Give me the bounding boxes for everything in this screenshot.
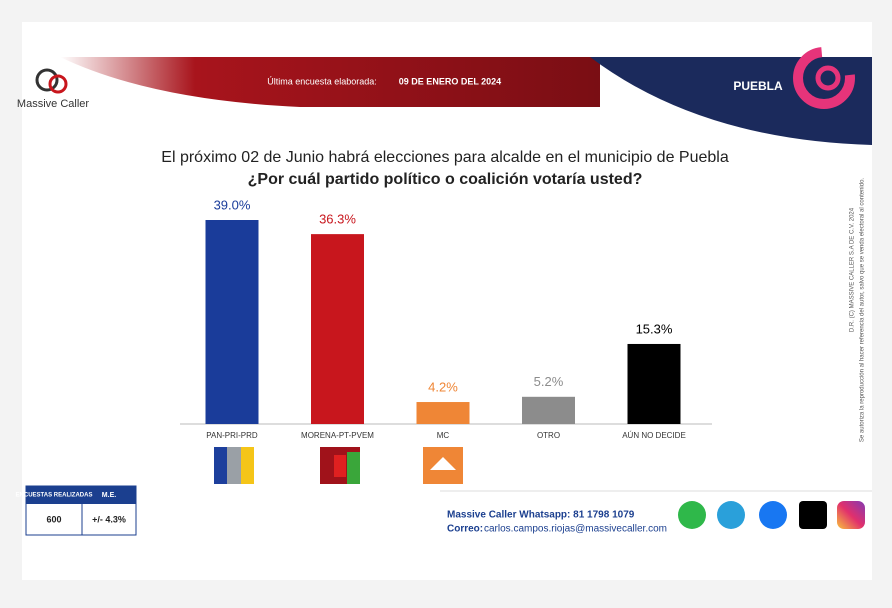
table-cell: 600: [46, 514, 61, 524]
region: PUEBLA: [733, 79, 783, 93]
party-logo: [214, 447, 254, 484]
x-tick-label: OTRO: [537, 431, 560, 440]
value-label: 39.0%: [214, 197, 251, 212]
bar: [205, 220, 259, 424]
value-label: 5.2%: [534, 374, 564, 389]
value-label: 36.3%: [319, 212, 356, 227]
telegram-icon[interactable]: [717, 501, 745, 529]
x-tick-label: PAN-PRI-PRD: [206, 431, 258, 440]
footer-email-label: Correo:: [447, 524, 483, 535]
party-logo: [423, 447, 463, 484]
legal-text: D.R. (C) MASSIVE CALLER S.A DE C.V. 2024: [850, 207, 856, 332]
bar: [311, 234, 364, 424]
x-tick-label: MORENA-PT-PVEM: [301, 431, 374, 440]
survey-label: Última encuesta elaborada:: [267, 76, 377, 86]
x-icon[interactable]: [799, 501, 827, 529]
stats-table: [25, 485, 137, 536]
party-logo: [320, 447, 360, 484]
bar: [627, 343, 681, 424]
chart-title: El próximo 02 de Junio habrá elecciones …: [161, 149, 729, 166]
bar: [416, 402, 470, 424]
value-label: 4.2%: [428, 379, 458, 394]
facebook-icon[interactable]: [759, 501, 787, 529]
survey-date: 09 DE ENERO DEL 2024: [399, 76, 501, 86]
chart-subtitle: ¿Por cuál partido político o coalición v…: [248, 171, 643, 188]
instagram-icon[interactable]: [837, 501, 865, 529]
footer-email: carlos.campos.riojas@massivecaller.com: [484, 524, 667, 535]
table-cell: +/- 4.3%: [92, 514, 126, 524]
legal-text: Se autoriza la reproducción al hacer ref…: [860, 178, 866, 442]
header-band: [60, 57, 600, 107]
x-tick-label: MC: [437, 431, 450, 440]
bar: [522, 396, 575, 424]
x-tick-label: AÚN NO DECIDE: [622, 431, 686, 440]
corner-logo: [793, 47, 855, 109]
brand-name: Massive Caller: [17, 98, 89, 110]
brand-logo: [35, 68, 68, 94]
value-label: 15.3%: [636, 321, 673, 336]
table-header: M.E.: [102, 492, 116, 499]
whatsapp-icon[interactable]: [678, 501, 706, 529]
table-header: ENCUESTAS REALIZADAS: [16, 493, 93, 499]
footer-whatsapp: Massive Caller Whatsapp: 81 1798 1079: [447, 510, 635, 521]
